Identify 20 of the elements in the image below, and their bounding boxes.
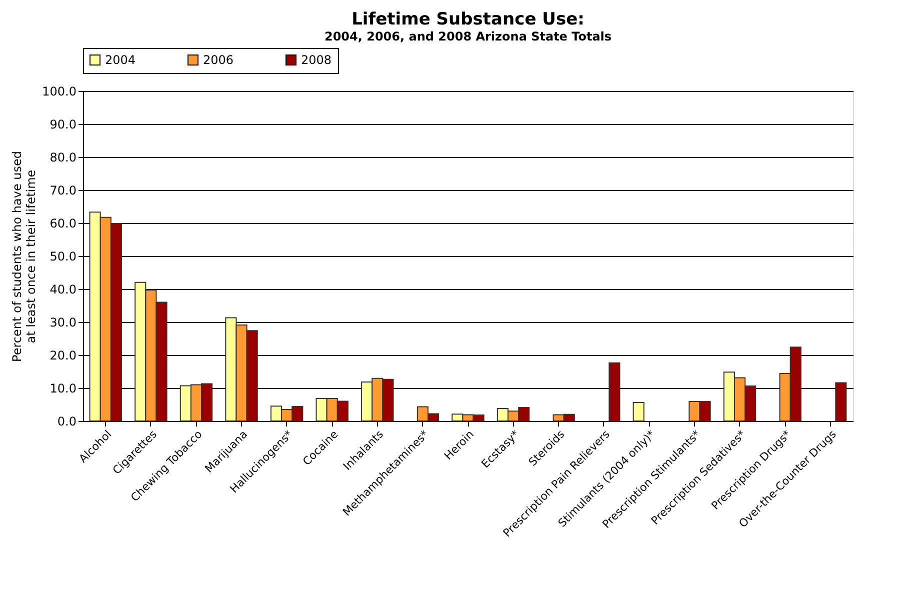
y-tick-label: 80.0 <box>50 150 76 164</box>
bar <box>835 382 847 422</box>
y-tick-label: 20.0 <box>50 348 76 362</box>
chart-subtitle: 2004, 2006, and 2008 Arizona State Totals <box>324 30 612 44</box>
y-tick-label: 70.0 <box>50 184 76 198</box>
y-tick-label: 50.0 <box>50 250 76 264</box>
y-tick-label: 0.0 <box>57 414 76 428</box>
y-tick-label: 90.0 <box>50 118 76 132</box>
y-tick-label: 10.0 <box>50 382 76 396</box>
y-tick-label: 40.0 <box>50 282 76 296</box>
bar <box>632 402 644 422</box>
legend-label: 2008 <box>301 53 332 67</box>
legend-label: 2004 <box>105 53 136 67</box>
y-tick-label: 60.0 <box>50 216 76 230</box>
bar <box>608 362 620 422</box>
y-tick-label: 30.0 <box>50 316 76 330</box>
chart-title: Lifetime Substance Use: <box>352 10 584 30</box>
y-tick-label: 100.0 <box>42 84 76 98</box>
y-axis-title: Percent of students who have used at least once in their lifetime <box>10 151 38 362</box>
legend-label: 2006 <box>203 53 234 67</box>
